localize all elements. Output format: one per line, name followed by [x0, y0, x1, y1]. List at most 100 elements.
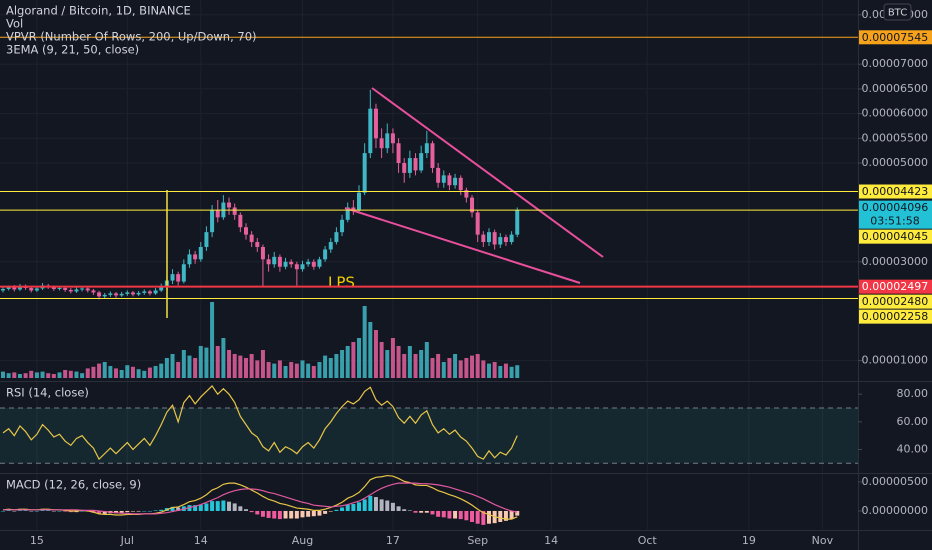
macd-histogram-bar: [357, 502, 362, 511]
volume-bar: [436, 354, 441, 378]
macd-histogram-bar: [40, 510, 45, 511]
volume-bar: [407, 346, 412, 378]
candle-body: [379, 138, 384, 149]
macd-histogram-bar: [159, 509, 164, 511]
candle-body: [340, 219, 345, 233]
volume-bar: [272, 363, 277, 378]
macd-histogram-bar: [119, 510, 124, 513]
macd-histogram-bar: [385, 500, 390, 511]
candle-body: [51, 286, 56, 289]
macd-histogram-bar: [498, 510, 503, 522]
volume-bar: [125, 365, 130, 378]
macd-histogram-bar: [130, 510, 135, 512]
volume-bar: [390, 338, 395, 378]
volume-bar: [159, 363, 164, 378]
volume-bar: [232, 354, 237, 378]
currency-label[interactable]: BTC: [888, 8, 907, 19]
x-tick-label: 19: [742, 534, 756, 547]
level-label: 0.00002480: [862, 295, 928, 308]
macd-histogram-bar: [306, 510, 311, 517]
candle-body: [57, 287, 62, 289]
volume-bar: [277, 360, 282, 378]
candle-body: [255, 242, 260, 247]
macd-histogram-bar: [486, 510, 491, 524]
x-tick-label: Oct: [638, 534, 658, 547]
macd-histogram-bar: [323, 510, 328, 514]
macd-histogram-bar: [176, 507, 181, 511]
candle-body: [159, 286, 164, 291]
volume-bar: [63, 370, 68, 378]
y-tick-label: 80.00: [897, 387, 929, 400]
volume-bar: [255, 360, 260, 378]
macd-histogram-bar: [51, 510, 56, 512]
macd-histogram-bar: [255, 510, 260, 515]
volume-bar: [249, 354, 254, 378]
candle-body: [68, 289, 73, 292]
candle-body: [193, 254, 198, 260]
volume-bar: [51, 374, 56, 378]
candle-body: [368, 108, 373, 154]
candle-body: [430, 143, 435, 168]
candle-body: [181, 264, 186, 282]
y-tick-label: 0.00003000: [862, 255, 928, 268]
level-label: 0.00007545: [862, 31, 928, 44]
volume-bar: [430, 358, 435, 378]
volume-bar: [266, 362, 271, 378]
candle-body: [102, 294, 107, 297]
volume-bar: [153, 366, 158, 378]
trendline-lower: [344, 207, 581, 284]
candle-body: [176, 274, 181, 282]
candle-body: [243, 227, 248, 235]
y-tick-label: 40.00: [897, 442, 929, 455]
candle-body: [170, 274, 175, 281]
level-label: 0.00004423: [862, 185, 928, 198]
x-tick-label: 14: [194, 534, 208, 547]
volume-bar: [260, 350, 265, 378]
macd-histogram-bar: [407, 510, 412, 511]
macd-histogram-bar: [249, 510, 254, 513]
candle-body: [351, 207, 356, 210]
macd-histogram-bar: [402, 509, 407, 511]
volume-bar: [34, 372, 39, 378]
candle-body: [436, 167, 441, 183]
volume-bar: [40, 371, 45, 378]
candle-body: [317, 259, 322, 267]
macd-histogram-bar: [436, 510, 441, 517]
macd-histogram-bar: [232, 503, 237, 511]
candle-body: [260, 246, 265, 260]
macd-histogram-bar: [368, 495, 373, 511]
volume-bar: [74, 371, 79, 378]
candle-body: [6, 287, 11, 289]
volume-bar: [187, 355, 192, 378]
macd-histogram-bar: [447, 510, 452, 519]
candle-body: [458, 177, 463, 191]
volume-bar: [68, 370, 73, 378]
macd-histogram-bar: [193, 505, 198, 511]
candle-body: [503, 237, 508, 243]
candle-body: [272, 256, 277, 265]
currency-badge[interactable]: BTC: [883, 3, 912, 21]
candle-body: [311, 261, 316, 267]
macd-histogram-bar: [153, 510, 158, 511]
volume-bar: [46, 373, 51, 378]
candle-body: [108, 293, 113, 295]
candle-body: [289, 261, 294, 265]
volume-bar: [475, 354, 480, 378]
volume-bar: [503, 363, 508, 378]
volume-bar: [227, 350, 232, 378]
macd-histogram-bar: [328, 510, 333, 512]
candle-body: [396, 143, 401, 164]
macd-histogram-bar: [379, 499, 384, 511]
volume-bar: [334, 354, 339, 378]
badge-box[interactable]: [883, 3, 912, 21]
volume-bar: [142, 370, 147, 378]
candle-body: [373, 108, 378, 139]
volume-bar: [102, 362, 107, 378]
macd-histogram-bar: [204, 503, 209, 511]
symbol-title: Algorand / Bitcoin, 1D, BINANCE: [6, 4, 191, 18]
macd-histogram-bar: [63, 510, 68, 512]
y-tick-label: 0.00005000: [862, 156, 928, 169]
volume-bar: [340, 350, 345, 378]
candle-body: [249, 234, 254, 243]
level-label-box: [859, 279, 932, 294]
